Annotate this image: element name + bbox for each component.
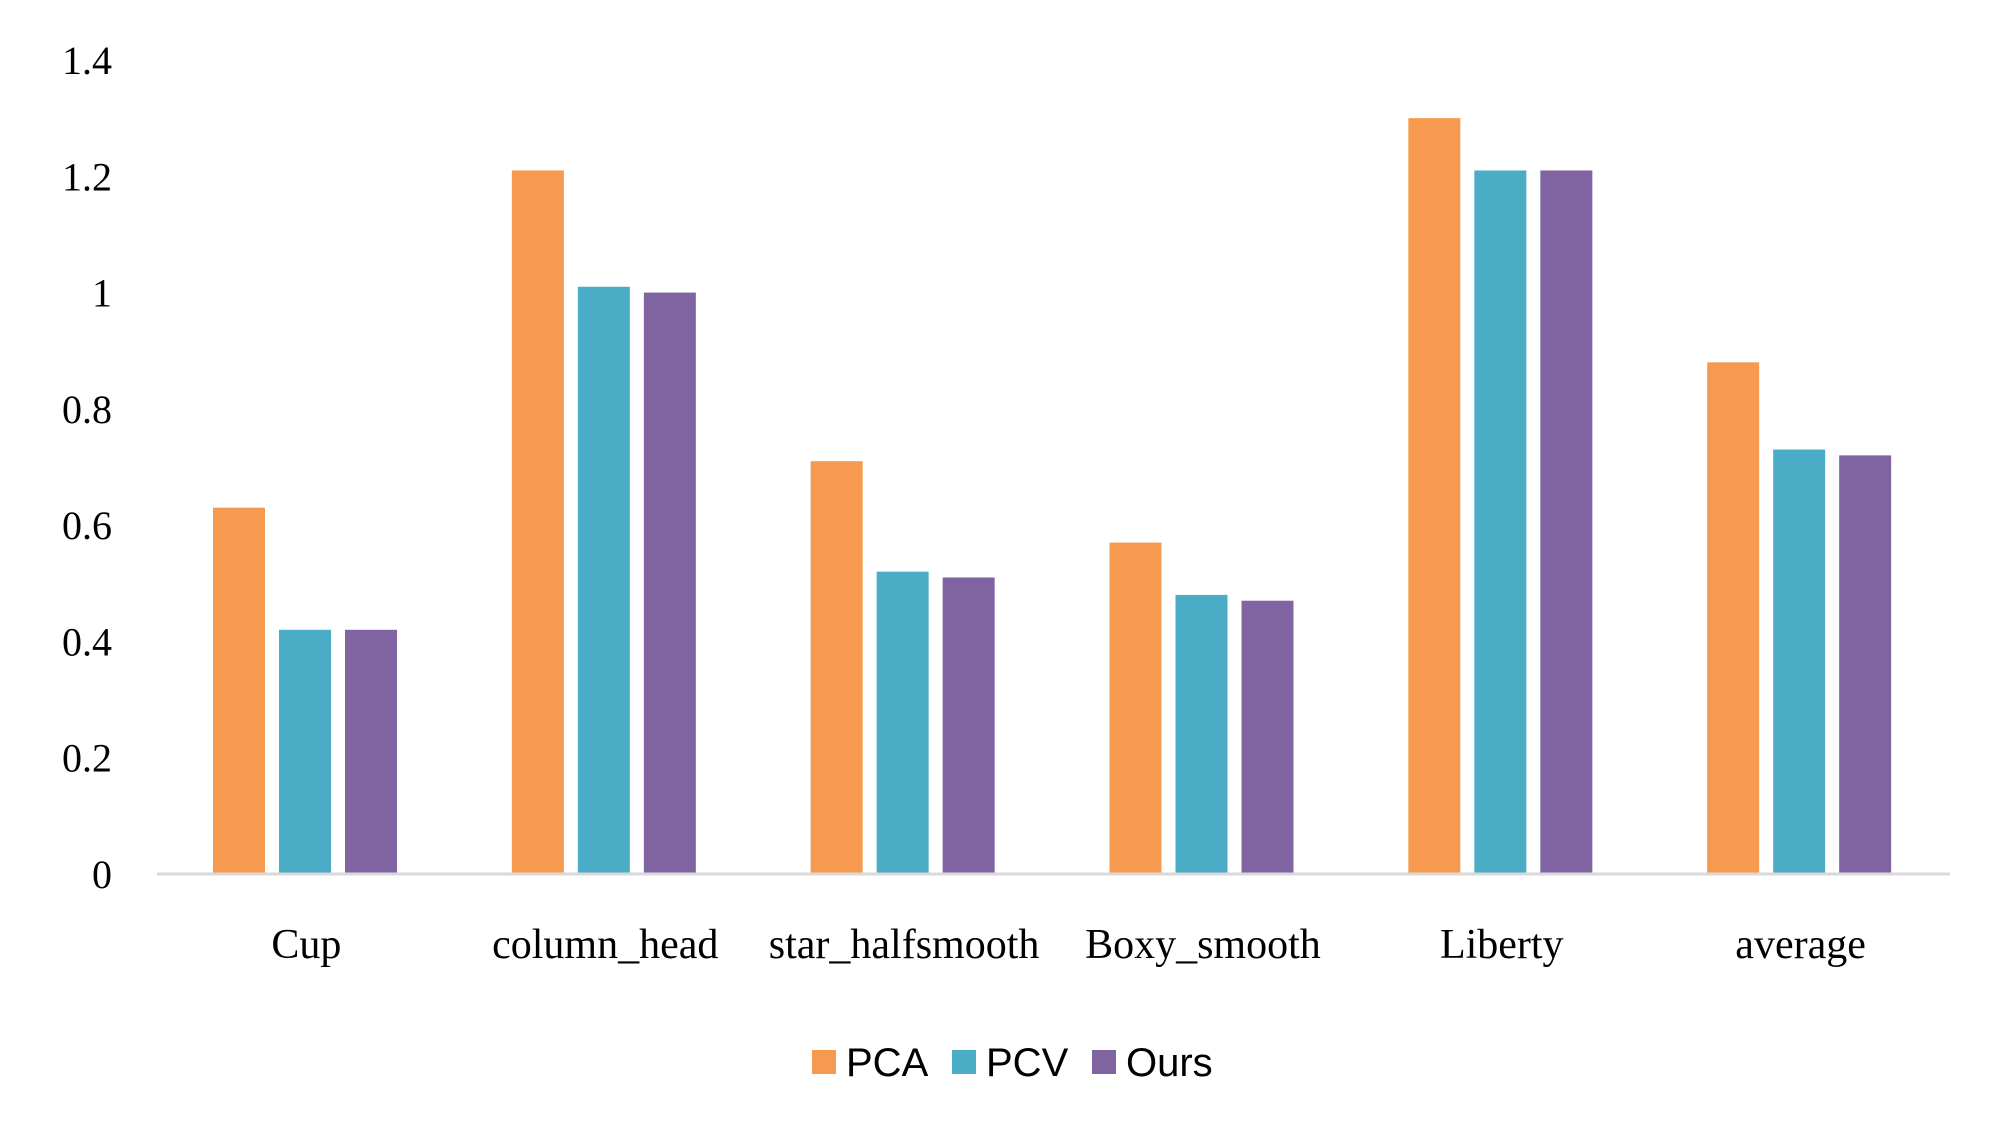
legend-label-pca: PCA [846,1041,929,1085]
y-tick-label: 0.2 [62,736,112,781]
bar-pca-column_head [511,170,564,874]
y-tick-label: 0.6 [62,503,112,548]
x-category-label: Cup [271,922,341,968]
y-tick-label: 0.8 [62,387,112,432]
bar-pca-average [1707,362,1760,874]
bar-ours-column_head [643,292,696,875]
bar-pca-boxy_smooth [1109,542,1162,874]
x-category-label: Boxy_smooth [1085,922,1321,968]
y-axis-ticks: 0 0.2 0.4 0.6 0.8 1 1.2 1.4 [62,38,112,897]
x-category-label: average [1735,922,1866,968]
y-tick-label: 1.2 [62,154,112,199]
bar-ours-star_halfsmooth [942,577,995,874]
bar-ours-boxy_smooth [1241,600,1294,874]
legend-label-ours: Ours [1126,1041,1213,1085]
y-tick-label: 1.4 [62,38,112,83]
legend-label-pcv: PCV [986,1041,1069,1085]
bar-ours-liberty [1540,170,1593,874]
x-category-label: column_head [492,922,718,968]
bar-pca-liberty [1408,118,1461,874]
category-labels: Cup column_head star_halfsmooth Boxy_smooth… [271,922,1865,968]
bar-pca-cup [213,507,265,874]
bars [213,118,1892,875]
bar-pcv-column_head [577,286,630,874]
y-tick-label: 1 [92,271,112,316]
y-tick-label: 0 [92,852,112,897]
legend-swatch-ours [1092,1050,1116,1074]
bar-pcv-boxy_smooth [1175,594,1228,874]
y-tick-label: 0.4 [62,619,112,664]
bar-ours-average [1839,455,1892,874]
bar-pca-star_halfsmooth [810,461,863,874]
legend: PCA PCV Ours [812,1041,1213,1085]
x-category-label: Liberty [1440,922,1564,968]
legend-swatch-pcv [952,1050,976,1074]
x-category-label: star_halfsmooth [769,922,1040,968]
bar-pcv-liberty [1474,170,1527,874]
bar-pcv-cup [279,629,331,874]
bar-ours-cup [345,629,397,874]
bar-pcv-average [1773,449,1826,874]
bar-pcv-star_halfsmooth [876,571,929,874]
legend-swatch-pca [812,1050,836,1074]
